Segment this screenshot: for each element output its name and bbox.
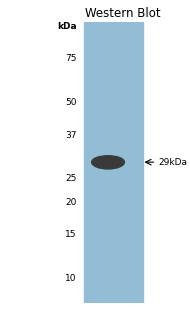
Text: Western Blot: Western Blot (85, 7, 160, 20)
Ellipse shape (92, 156, 124, 169)
Text: 25: 25 (65, 174, 76, 183)
Text: 10: 10 (65, 274, 76, 283)
Text: 29kDa: 29kDa (158, 158, 187, 167)
Bar (84, 22, 143, 303)
Text: 50: 50 (65, 98, 76, 107)
Text: 75: 75 (65, 54, 76, 63)
Text: 37: 37 (65, 131, 76, 140)
Text: kDa: kDa (57, 23, 76, 32)
Text: 20: 20 (65, 198, 76, 207)
Text: 15: 15 (65, 230, 76, 239)
